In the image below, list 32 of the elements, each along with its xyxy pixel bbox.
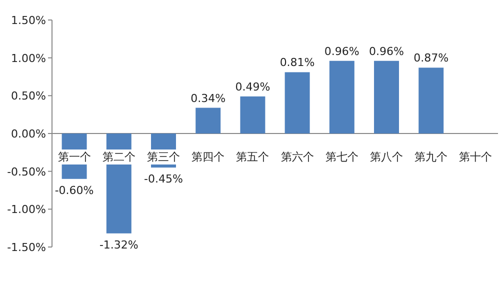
data-label: 0.96% xyxy=(324,44,360,58)
y-tick-label: 0.00% xyxy=(11,128,46,140)
y-tick-label: 0.50% xyxy=(11,90,46,103)
y-tick-label: -1.50% xyxy=(7,241,46,254)
y-tick-label: -0.50% xyxy=(7,165,46,178)
bar xyxy=(284,72,310,134)
x-tick-label: 第六个 xyxy=(280,150,314,164)
data-label: -1.32% xyxy=(99,238,138,252)
data-label: 0.96% xyxy=(369,44,404,58)
data-label: 0.81% xyxy=(280,56,315,70)
y-tick-label: 1.50% xyxy=(11,14,46,27)
x-tick-label: 第二个 xyxy=(102,150,136,164)
x-tick-label: 第五个 xyxy=(236,150,270,164)
y-tick-label: 1.00% xyxy=(11,52,46,65)
x-tick-label: 第十个 xyxy=(459,150,492,164)
x-tick-label: 第一个 xyxy=(58,150,91,164)
bar xyxy=(196,108,221,134)
x-tick-label: 第四个 xyxy=(192,150,225,164)
x-tick-label: 第七个 xyxy=(325,150,358,164)
x-tick-label: 第三个 xyxy=(147,150,180,164)
x-tick-label: 第八个 xyxy=(370,150,403,164)
data-label: -0.45% xyxy=(144,172,183,186)
bar xyxy=(418,68,444,134)
data-label: 0.34% xyxy=(190,92,226,105)
data-label: 0.87% xyxy=(414,52,449,65)
x-tick-label: 第九个 xyxy=(414,150,448,164)
y-tick-label: -1.00% xyxy=(7,203,46,216)
data-label: -0.60% xyxy=(54,184,94,197)
bar xyxy=(329,60,354,134)
bar xyxy=(240,96,266,134)
data-label: 0.49% xyxy=(235,80,270,94)
bar xyxy=(374,60,399,134)
